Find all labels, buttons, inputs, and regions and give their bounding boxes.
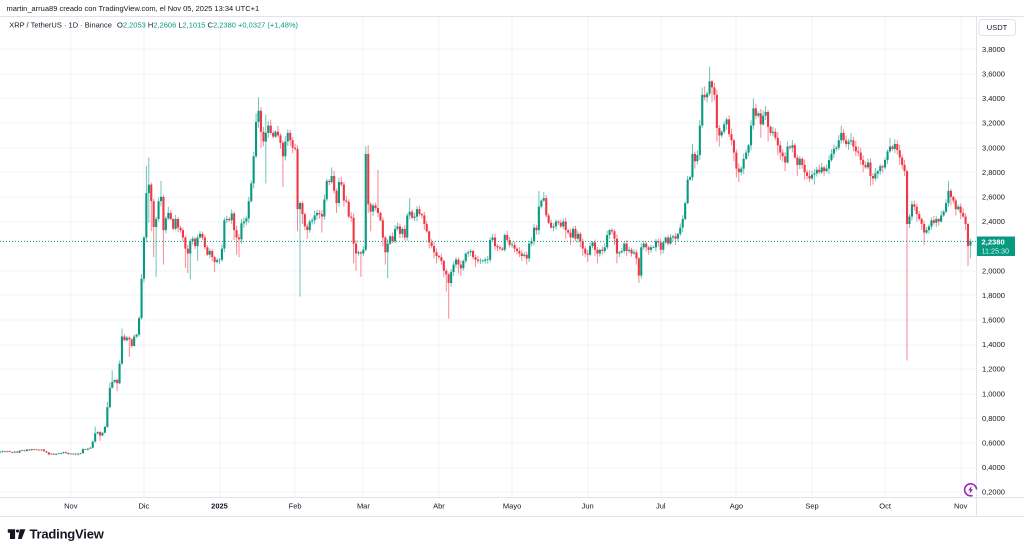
svg-text:2025: 2025: [211, 502, 228, 511]
svg-text:Sep: Sep: [805, 502, 818, 511]
svg-text:1,4000: 1,4000: [982, 340, 1005, 349]
svg-text:1,6000: 1,6000: [982, 316, 1005, 325]
svg-text:1,0000: 1,0000: [982, 389, 1005, 398]
svg-text:Mayo: Mayo: [503, 502, 521, 511]
svg-text:XRP / TetherUS · 1D · Binance: XRP / TetherUS · 1D · Binance: [9, 21, 112, 30]
svg-text:martin_arrua89 creado con Trad: martin_arrua89 creado con TradingView.co…: [7, 4, 260, 13]
svg-text:0,2000: 0,2000: [982, 488, 1005, 497]
svg-text:0,6000: 0,6000: [982, 439, 1005, 448]
svg-text:Mar: Mar: [357, 502, 370, 511]
svg-text:1,8000: 1,8000: [982, 291, 1005, 300]
svg-text:Jul: Jul: [656, 502, 666, 511]
svg-text:0,8000: 0,8000: [982, 414, 1005, 423]
svg-text:Dic: Dic: [138, 502, 149, 511]
svg-text:2,0000: 2,0000: [982, 266, 1005, 275]
svg-text:USDT: USDT: [987, 23, 1008, 32]
svg-text:Nov: Nov: [64, 502, 78, 511]
svg-text:Ago: Ago: [730, 502, 743, 511]
svg-text:2,8000: 2,8000: [982, 168, 1005, 177]
svg-text:3,6000: 3,6000: [982, 70, 1005, 79]
svg-text:11:25:30: 11:25:30: [982, 247, 1009, 256]
svg-text:Oct: Oct: [879, 502, 892, 511]
svg-text:3,4000: 3,4000: [982, 94, 1005, 103]
svg-text:3,0000: 3,0000: [982, 143, 1005, 152]
svg-text:3,8000: 3,8000: [982, 45, 1005, 54]
svg-text:Feb: Feb: [289, 502, 302, 511]
svg-text:Abr: Abr: [433, 502, 445, 511]
svg-text:2,2380: 2,2380: [982, 238, 1005, 247]
svg-text:2,6000: 2,6000: [982, 193, 1005, 202]
svg-text:TradingView: TradingView: [30, 526, 105, 541]
svg-text:1,2000: 1,2000: [982, 365, 1005, 374]
svg-text:2,4000: 2,4000: [982, 217, 1005, 226]
svg-text:Nov: Nov: [954, 502, 968, 511]
svg-text:0,4000: 0,4000: [982, 463, 1005, 472]
svg-text:O2,2053 H2,2606 L2,1015 C2,: O2,2053 H2,2606 L2,1015 C2,2380 +0,0327 …: [117, 21, 299, 30]
svg-text:3,2000: 3,2000: [982, 119, 1005, 128]
svg-text:Jun: Jun: [582, 502, 594, 511]
